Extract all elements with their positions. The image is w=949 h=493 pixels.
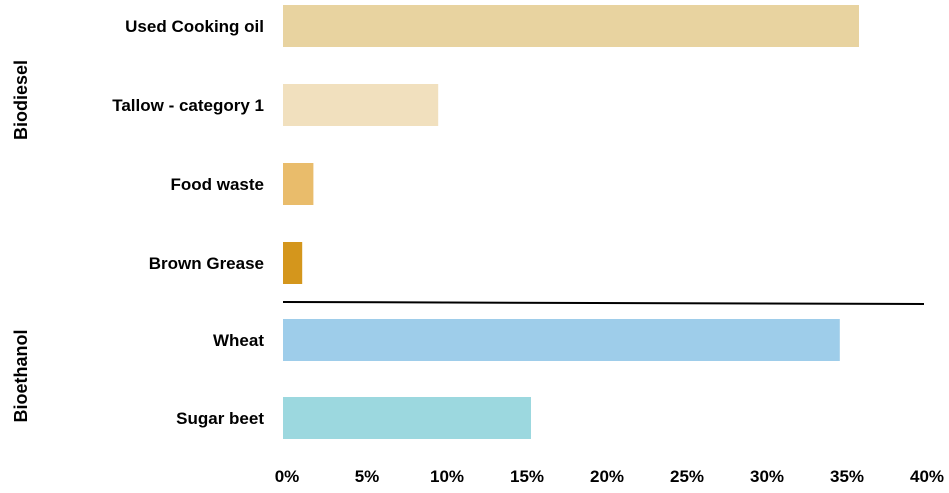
bars-layer xyxy=(283,5,859,439)
category-label-wheat: Wheat xyxy=(213,331,264,350)
bar-wheat xyxy=(283,319,840,361)
group-separator-line xyxy=(282,301,925,305)
x-tick-label: 20% xyxy=(590,467,624,486)
group-labels: Biodiesel Bioethanol xyxy=(11,60,31,423)
bar-food-waste xyxy=(283,163,314,205)
x-tick-label: 15% xyxy=(510,467,544,486)
x-tick-label: 25% xyxy=(670,467,704,486)
category-label-tallow-category-1: Tallow - category 1 xyxy=(112,96,264,115)
category-label-brown-grease: Brown Grease xyxy=(149,254,264,273)
bar-used-cooking-oil xyxy=(283,5,859,47)
x-tick-labels: 0% 5% 10% 15% 20% 25% 30% 35% 40% xyxy=(275,467,944,486)
bar-sugar-beet xyxy=(283,397,531,439)
bar-brown-grease xyxy=(283,242,303,284)
category-label-food-waste: Food waste xyxy=(170,175,264,194)
category-label-used-cooking-oil: Used Cooking oil xyxy=(125,17,264,36)
group-label-biodiesel: Biodiesel xyxy=(11,60,31,140)
x-tick-label: 35% xyxy=(830,467,864,486)
bar-tallow-category-1 xyxy=(283,84,439,126)
x-tick-label: 5% xyxy=(355,467,380,486)
x-tick-label: 10% xyxy=(430,467,464,486)
x-tick-label: 0% xyxy=(275,467,300,486)
x-tick-label: 30% xyxy=(750,467,784,486)
category-labels: Used Cooking oil Tallow - category 1 Food … xyxy=(112,17,264,428)
category-label-sugar-beet: Sugar beet xyxy=(176,409,264,428)
group-label-bioethanol: Bioethanol xyxy=(11,330,31,423)
x-tick-label: 40% xyxy=(910,467,944,486)
